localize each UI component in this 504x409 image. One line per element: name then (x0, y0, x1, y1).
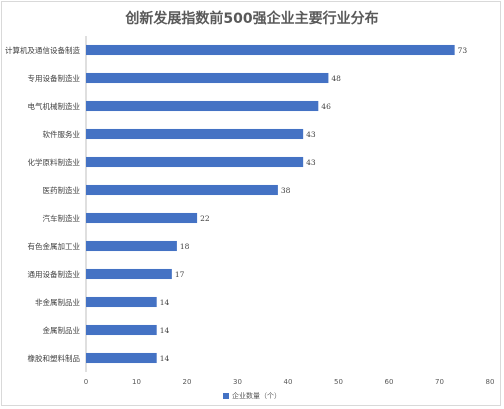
legend: 企业数量（个） (0, 391, 504, 401)
bar (86, 268, 172, 280)
data-label: 43 (306, 130, 316, 139)
data-label: 18 (180, 242, 190, 251)
x-tick-label: 40 (284, 378, 293, 386)
category-label: 医药制造业 (43, 185, 81, 195)
category-label: 有色金属加工业 (28, 241, 81, 251)
data-label: 14 (160, 298, 170, 307)
x-tick-label: 50 (334, 378, 343, 386)
category-label: 计算机及通信设备制造 (5, 45, 80, 55)
data-label: 14 (160, 326, 170, 335)
category-label: 化学原料制造业 (28, 157, 81, 167)
x-tick-label: 70 (435, 378, 444, 386)
bar (86, 128, 304, 140)
bar (86, 184, 278, 196)
x-tick-label: 0 (84, 378, 88, 386)
data-label: 38 (281, 186, 291, 195)
bar (86, 100, 319, 112)
x-tick-label: 20 (183, 378, 192, 386)
legend-swatch (223, 393, 229, 399)
category-label: 非金属制品业 (35, 297, 80, 307)
data-label: 73 (458, 46, 468, 55)
legend-label: 企业数量（个） (232, 392, 281, 400)
x-tick-label: 80 (486, 378, 495, 386)
category-label: 通用设备制造业 (28, 269, 81, 279)
category-label: 软件服务业 (43, 129, 81, 139)
category-label: 金属制品业 (43, 325, 81, 335)
category-label: 橡胶和塑料制品 (28, 353, 81, 363)
bar (86, 44, 455, 56)
x-tick-label: 30 (233, 378, 242, 386)
bar (86, 156, 304, 168)
bar (86, 296, 157, 308)
bar (86, 72, 329, 84)
data-label: 22 (200, 214, 210, 223)
bar (86, 212, 198, 224)
data-label: 48 (331, 74, 341, 83)
bar (86, 352, 157, 364)
data-label: 43 (306, 158, 316, 167)
category-label: 电气机械制造业 (28, 101, 81, 111)
data-label: 46 (321, 102, 331, 111)
x-tick-label: 60 (385, 378, 394, 386)
chart-title: 创新发展指数前500强企业主要行业分布 (125, 11, 379, 27)
x-tick-label: 10 (132, 378, 141, 386)
category-label: 专用设备制造业 (28, 73, 81, 83)
category-label: 汽车制造业 (43, 213, 81, 223)
data-label: 17 (175, 270, 185, 279)
bar (86, 324, 157, 336)
bar (86, 240, 177, 252)
data-label: 14 (160, 354, 170, 363)
